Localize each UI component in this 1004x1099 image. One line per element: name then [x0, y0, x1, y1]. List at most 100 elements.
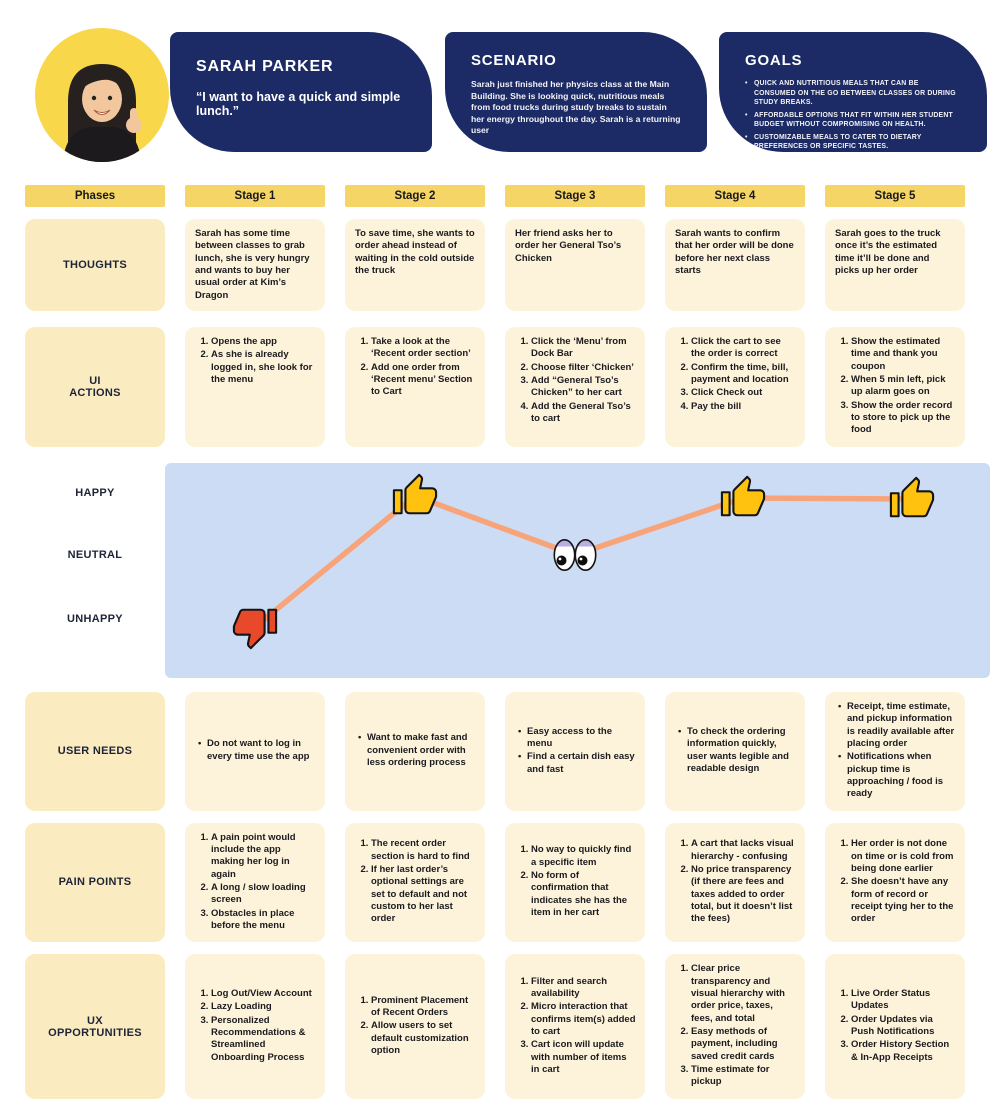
list-item: Clear price transparency and visual hier… — [691, 963, 796, 1025]
ux-opportunities-stage-2: Prominent Placement of Recent OrdersAllo… — [345, 954, 485, 1099]
row-label-ux-opportunities: UX OPPORTUNITIES — [25, 954, 165, 1099]
ux-opportunities-stage-5: Live Order Status UpdatesOrder Updates v… — [825, 954, 965, 1099]
thumbs-up-icon — [889, 476, 935, 522]
emotion-level-happy: HAPPY — [75, 486, 115, 499]
ui-actions-list: Click the ‘Menu’ from Dock BarChoose fil… — [515, 336, 636, 425]
list-item: Want to make fast and convenient order w… — [358, 732, 476, 769]
ui-actions-list: Take a look at the ‘Recent order section… — [355, 336, 476, 399]
header-stage-3: Stage 3 — [505, 185, 645, 207]
list-item: If her last order’s optional settings ar… — [371, 864, 476, 926]
pain-points-list: A cart that lacks visual hierarchy - con… — [675, 838, 796, 926]
avatar — [35, 28, 169, 162]
goals-card: GOALS QUICK AND NUTRITIOUS MEALS THAT CA… — [719, 32, 987, 152]
pain-points-list: A pain point would include the app makin… — [195, 832, 316, 934]
persona-card: SARAH PARKER “I want to have a quick and… — [170, 32, 432, 152]
ux-opportunities-list: Log Out/View AccountLazy Loading Personal… — [195, 988, 316, 1065]
row-ux-opportunities: UX OPPORTUNITIES Log Out/View AccountLaz… — [25, 954, 965, 1099]
scenario-card: SCENARIO Sarah just finished her physics… — [445, 32, 707, 152]
user-needs-list: Easy access to the menuFind a certain di… — [515, 726, 636, 777]
thoughts-stage-5: Sarah goes to the truck once it’s the es… — [825, 219, 965, 312]
pain-points-stage-1: A pain point would include the app makin… — [185, 822, 325, 943]
list-item: As she is already logged in, she look fo… — [211, 349, 316, 386]
stage-header-row: Phases Stage 1 Stage 2 Stage 3 Stage 4 S… — [25, 185, 965, 207]
list-item: A long / slow loading screen — [211, 882, 316, 907]
list-item: QUICK AND NUTRITIOUS MEALS THAT CAN BE C… — [745, 79, 961, 108]
ui-actions-list: Show the estimated time and thank you co… — [835, 336, 956, 437]
list-item: Obstacles in place before the menu — [211, 908, 316, 933]
list-item: Add one order from ‘Recent menu’ Section… — [371, 362, 476, 399]
list-item: Confirm the time, bill, payment and loca… — [691, 362, 796, 387]
list-item: Click the cart to see the order is corre… — [691, 336, 796, 361]
row-label-pain-points: PAIN POINTS — [25, 822, 165, 943]
emotion-chart-section: HAPPY NEUTRAL UNHAPPY — [0, 462, 1004, 678]
ui-actions-stage-4: Click the cart to see the order is corre… — [665, 327, 805, 447]
user-needs-stage-1: Do not want to log in every time use the… — [185, 691, 325, 811]
thumbs-up-icon — [720, 475, 766, 521]
user-needs-stage-2: Want to make fast and convenient order w… — [345, 691, 485, 811]
list-item: Notifications when pickup time is approa… — [838, 751, 956, 800]
list-item: Click Check out — [691, 387, 796, 399]
list-item: Do not want to log in every time use the… — [198, 738, 316, 763]
pain-points-list: The recent order section is hard to find… — [355, 838, 476, 926]
ux-opportunities-stage-4: Clear price transparency and visual hier… — [665, 954, 805, 1099]
row-label-ui-actions: UI ACTIONS — [25, 327, 165, 447]
user-needs-list: Want to make fast and convenient order w… — [355, 732, 476, 770]
row-thoughts: THOUGHTS Sarah has some time between cla… — [25, 219, 965, 312]
list-item: Order History Section & In-App Receipts — [851, 1039, 956, 1064]
header-stage-1: Stage 1 — [185, 185, 325, 207]
user-needs-list: Do not want to log in every time use the… — [195, 738, 316, 764]
ui-actions-stage-1: Opens the appAs she is already logged in… — [185, 327, 325, 447]
list-item: Opens the app — [211, 336, 316, 348]
list-item: Receipt, time estimate, and pickup infor… — [838, 701, 956, 750]
list-item: Show the estimated time and thank you co… — [851, 336, 956, 373]
list-item: To check the ordering information quickl… — [678, 726, 796, 775]
list-item: Easy access to the menu — [518, 726, 636, 751]
thoughts-stage-2: To save time, she wants to order ahead i… — [345, 219, 485, 312]
list-item: A cart that lacks visual hierarchy - con… — [691, 838, 796, 863]
list-item: Live Order Status Updates — [851, 988, 956, 1013]
user-needs-stage-4: To check the ordering information quickl… — [665, 691, 805, 811]
goals-title: GOALS — [745, 52, 803, 69]
header-stage-4: Stage 4 — [665, 185, 805, 207]
row-user-needs: USER NEEDS Do not want to log in every t… — [25, 691, 965, 811]
list-item: CUSTOMIZABLE MEALS TO CATER TO DIETARY P… — [745, 133, 961, 152]
thoughts-stage-1: Sarah has some time between classes to g… — [185, 219, 325, 312]
pain-points-list: Her order is not done on time or is cold… — [835, 838, 956, 926]
list-item: Filter and search availability — [531, 976, 636, 1001]
pain-points-list: No way to quickly find a specific itemNo… — [515, 844, 636, 920]
list-item: The recent order section is hard to find — [371, 838, 476, 863]
list-item: Lazy Loading — [211, 1001, 316, 1013]
list-item: Find a certain dish easy and fast — [518, 751, 636, 776]
persona-quote: “I want to have a quick and simple lunch… — [196, 90, 401, 118]
user-needs-stage-3: Easy access to the menuFind a certain di… — [505, 691, 645, 811]
emotion-chart-panel — [165, 462, 990, 678]
scenario-title: SCENARIO — [471, 52, 557, 69]
list-item: Easy methods of payment, including saved… — [691, 1026, 796, 1063]
ui-actions-stage-2: Take a look at the ‘Recent order section… — [345, 327, 485, 447]
list-item: Time estimate for pickup — [691, 1064, 796, 1089]
list-item: Allow users to set default customization… — [371, 1020, 476, 1057]
header-stage-5: Stage 5 — [825, 185, 965, 207]
list-item: Show the order record to store to pick u… — [851, 400, 956, 437]
thumbs-up-icon — [392, 473, 438, 519]
pain-points-stage-4: A cart that lacks visual hierarchy - con… — [665, 822, 805, 943]
row-label-user-needs: USER NEEDS — [25, 691, 165, 811]
ux-opportunities-list: Clear price transparency and visual hier… — [675, 963, 796, 1089]
ui-actions-stage-3: Click the ‘Menu’ from Dock BarChoose fil… — [505, 327, 645, 447]
header-stage-2: Stage 2 — [345, 185, 485, 207]
pain-points-stage-2: The recent order section is hard to find… — [345, 822, 485, 943]
list-item: A pain point would include the app makin… — [211, 832, 316, 881]
list-item: Choose filter ‘Chicken’ — [531, 362, 636, 374]
header-phases: Phases — [25, 185, 165, 207]
user-needs-stage-5: Receipt, time estimate, and pickup infor… — [825, 691, 965, 811]
ux-opportunities-stage-1: Log Out/View AccountLazy Loading Personal… — [185, 954, 325, 1099]
ui-actions-stage-5: Show the estimated time and thank you co… — [825, 327, 965, 447]
ux-opportunities-list: Live Order Status UpdatesOrder Updates v… — [835, 988, 956, 1065]
list-item: Take a look at the ‘Recent order section… — [371, 336, 476, 361]
user-needs-list: Receipt, time estimate, and pickup infor… — [835, 701, 956, 802]
list-item: Personalized Recommendations & Streamlin… — [211, 1015, 316, 1064]
list-item: Cart icon will update with number of ite… — [531, 1039, 636, 1076]
row-ui-actions: UI ACTIONS Opens the appAs she is alread… — [25, 327, 965, 447]
list-item: Add “General Tso’s Chicken” to her cart — [531, 375, 636, 400]
list-item: Add the General Tso’s to cart — [531, 401, 636, 426]
